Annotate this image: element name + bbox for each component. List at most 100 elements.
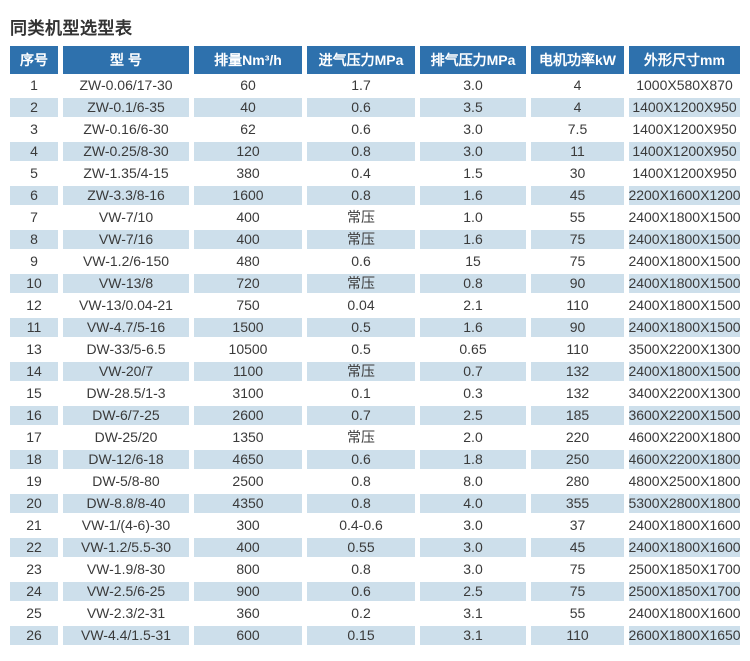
table-cell: 4650 — [194, 448, 302, 470]
table-cell: 75 — [531, 250, 624, 272]
table-header-cell-motor-power: 电机功率kW — [531, 46, 624, 74]
table-cell: 0.7 — [307, 404, 415, 426]
table-cell: 2400X1800X1600 — [629, 602, 740, 624]
table-cell: VW-7/10 — [63, 206, 189, 228]
table-cell: 0.04 — [307, 294, 415, 316]
table-row: 17 DW-25/20 1350 常压 2.0 220 4600X2200X1800 — [10, 426, 740, 448]
table-cell: 1.6 — [420, 184, 526, 206]
table-cell: VW-7/16 — [63, 228, 189, 250]
table-cell: 360 — [194, 602, 302, 624]
table-cell: 3.0 — [420, 74, 526, 96]
table-cell: VW-20/7 — [63, 360, 189, 382]
table-row: 23 VW-1.9/8-30 800 0.8 3.0 75 2500X1850X1700 — [10, 558, 740, 580]
table-cell: 2.0 — [420, 426, 526, 448]
table-cell: 0.65 — [420, 338, 526, 360]
table-cell: 400 — [194, 228, 302, 250]
table-row: 14 VW-20/7 1100 常压 0.7 132 2400X1800X1500 — [10, 360, 740, 382]
table-row: 22 VW-1.2/5.5-30 400 0.55 3.0 45 2400X1800X160… — [10, 536, 740, 558]
table-cell: 132 — [531, 382, 624, 404]
table-cell: 2500X1850X1700 — [629, 580, 740, 602]
table-cell: 3.0 — [420, 514, 526, 536]
table-cell: 110 — [531, 338, 624, 360]
table-cell: 常压 — [307, 206, 415, 228]
table-row: 11 VW-4.7/5-16 1500 0.5 1.6 90 2400X1800X1500 — [10, 316, 740, 338]
table-row: 25 VW-2.3/2-31 360 0.2 3.1 55 2400X1800X1600 — [10, 602, 740, 624]
table-cell: 1.8 — [420, 448, 526, 470]
table-cell: 250 — [531, 448, 624, 470]
table-cell: 900 — [194, 580, 302, 602]
table-cell: 2 — [10, 96, 58, 118]
table-cell: 3 — [10, 118, 58, 140]
table-cell: 1 — [10, 74, 58, 96]
table-header-cell-dimensions: 外形尺寸mm — [629, 46, 740, 74]
table-cell: 10500 — [194, 338, 302, 360]
table-row: 16 DW-6/7-25 2600 0.7 2.5 185 3600X2200X1500 — [10, 404, 740, 426]
table-cell: 380 — [194, 162, 302, 184]
table-cell: VW-13/8 — [63, 272, 189, 294]
table-cell: ZW-1.35/4-15 — [63, 162, 189, 184]
table-cell: 常压 — [307, 426, 415, 448]
table-cell: 1600 — [194, 184, 302, 206]
page-title: 同类机型选型表 — [10, 19, 133, 38]
table-cell: 400 — [194, 206, 302, 228]
table-cell: 2600 — [194, 404, 302, 426]
table-cell: ZW-0.06/17-30 — [63, 74, 189, 96]
table-cell: 75 — [531, 228, 624, 250]
table-header-cell-exhaust-pressure: 排气压力MPa — [420, 46, 526, 74]
table-row: 3 ZW-0.16/6-30 62 0.6 3.0 7.5 1400X1200X950 — [10, 118, 740, 140]
table-cell: 1.6 — [420, 228, 526, 250]
table-cell: 2500 — [194, 470, 302, 492]
table-cell: 4800X2500X1800 — [629, 470, 740, 492]
table-cell: 0.1 — [307, 382, 415, 404]
table-cell: 90 — [531, 272, 624, 294]
table-cell: 2400X1800X1600 — [629, 536, 740, 558]
table-cell: DW-5/8-80 — [63, 470, 189, 492]
table-cell: 2400X1800X1500 — [629, 228, 740, 250]
table-cell: 11 — [10, 316, 58, 338]
table-cell: 1000X580X870 — [629, 74, 740, 96]
table-cell: 55 — [531, 602, 624, 624]
table-cell: 1400X1200X950 — [629, 96, 740, 118]
table-cell: 30 — [531, 162, 624, 184]
table-cell: 22 — [10, 536, 58, 558]
table-cell: 4.0 — [420, 492, 526, 514]
table-cell: 0.8 — [307, 470, 415, 492]
table-cell: 6 — [10, 184, 58, 206]
table-cell: 16 — [10, 404, 58, 426]
table-cell: 2.5 — [420, 404, 526, 426]
table-cell: 15 — [420, 250, 526, 272]
table-cell: DW-25/20 — [63, 426, 189, 448]
table-cell: 0.55 — [307, 536, 415, 558]
table-cell: 14 — [10, 360, 58, 382]
table-cell: 12 — [10, 294, 58, 316]
table-cell: 4350 — [194, 492, 302, 514]
table-cell: 45 — [531, 184, 624, 206]
table-cell: 2400X1800X1500 — [629, 250, 740, 272]
table-cell: ZW-3.3/8-16 — [63, 184, 189, 206]
table-cell: 400 — [194, 536, 302, 558]
table-cell: 280 — [531, 470, 624, 492]
table-cell: 1.0 — [420, 206, 526, 228]
table-cell: 4600X2200X1800 — [629, 426, 740, 448]
table-cell: 62 — [194, 118, 302, 140]
table-cell: 0.5 — [307, 316, 415, 338]
table-cell: 2400X1800X1500 — [629, 206, 740, 228]
table-cell: ZW-0.25/8-30 — [63, 140, 189, 162]
table-cell: 0.7 — [420, 360, 526, 382]
table-cell: 1350 — [194, 426, 302, 448]
table-cell: 0.4-0.6 — [307, 514, 415, 536]
table-cell: 8 — [10, 228, 58, 250]
table-cell: 750 — [194, 294, 302, 316]
table-cell: 0.8 — [420, 272, 526, 294]
table-cell: 9 — [10, 250, 58, 272]
table-cell: 45 — [531, 536, 624, 558]
table-cell: 600 — [194, 624, 302, 646]
table-cell: 220 — [531, 426, 624, 448]
table-cell: 7 — [10, 206, 58, 228]
table-cell: 17 — [10, 426, 58, 448]
table-cell: 0.8 — [307, 140, 415, 162]
table-cell: 26 — [10, 624, 58, 646]
table-row: 1 ZW-0.06/17-30 60 1.7 3.0 4 1000X580X870 — [10, 74, 740, 96]
table-cell: VW-1/(4-6)-30 — [63, 514, 189, 536]
